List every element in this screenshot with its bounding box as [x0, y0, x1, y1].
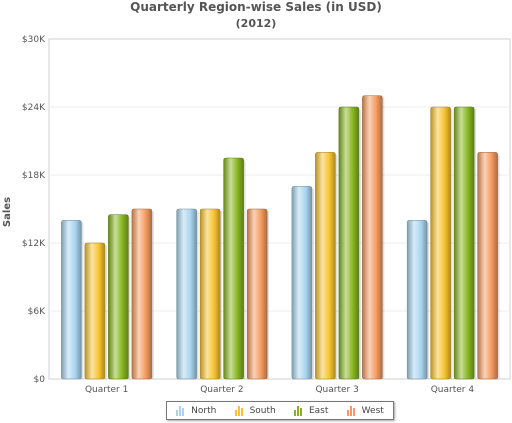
bar-south-2[interactable]	[199, 208, 221, 380]
y-tick-label: $30K	[22, 35, 46, 45]
legend-item-east[interactable]: East	[293, 405, 329, 416]
legend-label: West	[361, 405, 384, 416]
legend-item-west[interactable]: West	[346, 405, 384, 416]
chart-subtitle: (2012)	[235, 17, 277, 30]
bar-west-2[interactable]	[246, 208, 268, 380]
legend-item-south[interactable]: South	[234, 405, 276, 416]
y-tick-label: $6K	[28, 307, 46, 317]
bar-chart-icon	[293, 405, 303, 416]
legend-label: South	[249, 405, 276, 416]
x-tick-label: Quarter 4	[431, 385, 475, 395]
bar-east-4[interactable]	[453, 106, 475, 380]
x-tick-label: Quarter 1	[85, 385, 128, 395]
bar-north-2[interactable]	[176, 208, 197, 380]
y-tick-label: $18K	[22, 171, 46, 181]
bar-south-1[interactable]	[84, 242, 106, 380]
bar-chart: $0 $6K $12K $18K $24K $30K Quarter 1 Quarter 2…	[2, 35, 511, 395]
y-tick-label: $0	[34, 375, 46, 385]
legend-label: East	[308, 405, 329, 416]
bar-west-4[interactable]	[477, 152, 498, 380]
chart-title: Quarterly Region-wise Sales (in USD)	[130, 0, 382, 14]
bar-east-1[interactable]	[108, 214, 129, 380]
bar-south-3[interactable]	[315, 152, 336, 380]
bar-east-2[interactable]	[223, 157, 244, 380]
legend-label: North	[191, 405, 217, 416]
bar-north-1[interactable]	[61, 220, 82, 380]
y-tick-label: $12K	[22, 239, 46, 249]
bar-chart-icon	[346, 405, 356, 416]
bar-west-1[interactable]	[131, 208, 153, 380]
y-tick-label: $24K	[22, 103, 46, 113]
bar-north-4[interactable]	[406, 220, 428, 380]
bar-chart-icon	[234, 405, 244, 416]
bar-south-4[interactable]	[430, 106, 451, 380]
legend: North South East West	[166, 401, 394, 420]
legend-item-north[interactable]: North	[176, 405, 217, 416]
bar-east-3[interactable]	[338, 106, 360, 380]
x-tick-label: Quarter 2	[200, 385, 243, 395]
bar-west-3[interactable]	[362, 95, 383, 380]
bar-chart-icon	[176, 405, 185, 416]
x-tick-label: Quarter 3	[315, 385, 358, 395]
y-axis-label: Sales	[2, 197, 13, 227]
bar-north-3[interactable]	[291, 186, 313, 380]
